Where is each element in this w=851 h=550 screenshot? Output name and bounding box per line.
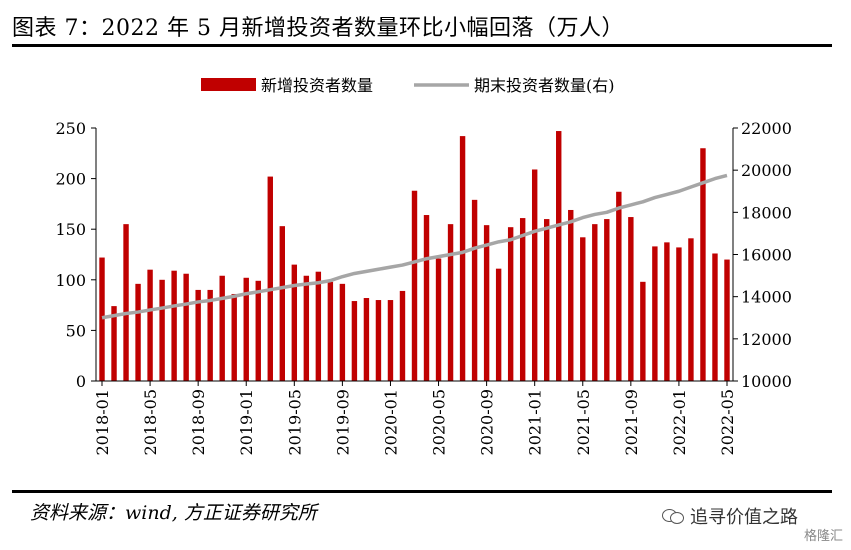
bar — [556, 131, 562, 381]
bar — [315, 271, 322, 381]
x-tick-label: 2018-09 — [189, 389, 208, 455]
bar — [604, 219, 610, 381]
bar — [147, 269, 153, 381]
bottom-rule — [12, 490, 832, 493]
y-left-tick-label: 100 — [55, 271, 86, 290]
x-tick-label: 2022-01 — [670, 389, 689, 455]
bar — [447, 224, 454, 381]
y-left-tick-label: 50 — [66, 321, 86, 340]
x-tick-label: 2021-09 — [622, 389, 641, 455]
bar — [664, 242, 670, 381]
legend-swatch-bars — [201, 78, 256, 91]
bar — [243, 277, 249, 381]
bar — [423, 215, 430, 381]
legend-label-bars: 新增投资者数量 — [261, 76, 373, 95]
bar — [291, 264, 298, 381]
source-note: 资料来源：wind, 方正证券研究所 — [30, 502, 317, 524]
x-tick-label: 2019-01 — [237, 389, 256, 455]
y-right-tick-label: 10000 — [741, 372, 792, 391]
bar — [123, 224, 129, 381]
x-tick-label: 2020-09 — [478, 389, 497, 455]
x-tick-label: 2019-05 — [285, 389, 304, 455]
bar — [616, 191, 622, 381]
bar — [183, 273, 189, 381]
bar — [688, 238, 694, 381]
bar — [459, 136, 466, 381]
bar — [375, 300, 382, 381]
bar — [219, 275, 225, 381]
y-left-tick-label: 200 — [55, 170, 86, 189]
watermark: 追寻价值之路 — [662, 503, 798, 529]
x-tick-label: 2021-01 — [526, 389, 545, 455]
bar — [327, 281, 334, 381]
y-left-tick-label: 250 — [55, 119, 86, 138]
bar — [568, 209, 574, 381]
bar — [171, 270, 177, 381]
bar — [207, 289, 213, 381]
x-tick-label: 2018-01 — [93, 389, 112, 455]
bar — [507, 227, 514, 381]
bar — [387, 300, 394, 381]
bar — [411, 190, 418, 381]
y-right-tick-label: 22000 — [741, 119, 792, 138]
wechat-icon — [662, 507, 684, 525]
chart-title: 图表 7：2022 年 5 月新增投资者数量环比小幅回落（万人） — [12, 16, 624, 41]
bar — [195, 289, 201, 381]
y-right-tick-label: 14000 — [741, 288, 792, 307]
bar — [580, 237, 586, 381]
y-left-tick-label: 150 — [55, 220, 86, 239]
bar — [652, 246, 658, 381]
bar — [519, 218, 526, 381]
bar — [544, 219, 550, 381]
x-tick-label: 2022-05 — [718, 389, 737, 455]
y-right-tick-label: 12000 — [741, 330, 792, 349]
bar — [435, 258, 442, 381]
bar — [712, 253, 718, 381]
x-tick-label: 2018-05 — [141, 389, 160, 455]
bar — [628, 217, 634, 381]
bar — [700, 148, 706, 381]
bar — [231, 293, 237, 381]
watermark-corner: 格隆汇 — [803, 529, 843, 544]
bar — [531, 169, 538, 381]
bar — [159, 279, 165, 381]
y-right-tick-label: 20000 — [741, 161, 792, 180]
series-line — [101, 173, 728, 320]
y-right-tick-label: 18000 — [741, 203, 792, 222]
bar — [279, 226, 285, 381]
y-left-tick-label: 0 — [76, 372, 86, 391]
bar — [351, 301, 358, 381]
top-rule — [12, 44, 832, 47]
x-tick-label: 2020-05 — [430, 389, 449, 455]
bar — [495, 268, 502, 381]
x-tick-label: 2021-05 — [574, 389, 593, 455]
bar — [303, 275, 310, 381]
bar — [724, 259, 730, 381]
bar — [676, 247, 682, 381]
bar — [111, 306, 117, 381]
bar — [471, 199, 478, 381]
bar — [592, 224, 598, 381]
bar — [363, 298, 370, 381]
y-right-tick-label: 16000 — [741, 246, 792, 265]
legend-label-line: 期末投资者数量(右) — [474, 76, 615, 95]
bar — [483, 225, 490, 381]
bar — [267, 176, 273, 381]
plot-area: 0 50 100 150 200 250 10000 12000 14000 16000 18000… — [55, 119, 791, 455]
x-tick-label: 2019-09 — [333, 389, 352, 455]
chart: 新增投资者数量 期末投资者数量(右) 0 50 100 150 200 250 10000 12… — [55, 76, 791, 455]
bar — [399, 290, 406, 381]
legend: 新增投资者数量 期末投资者数量(右) — [201, 76, 615, 95]
bar — [99, 257, 105, 381]
watermark-text: 追寻价值之路 — [690, 507, 798, 528]
bar — [135, 283, 141, 381]
bar — [339, 283, 346, 381]
x-tick-label: 2020-01 — [381, 389, 400, 455]
bar — [255, 280, 261, 381]
bar — [640, 281, 646, 381]
